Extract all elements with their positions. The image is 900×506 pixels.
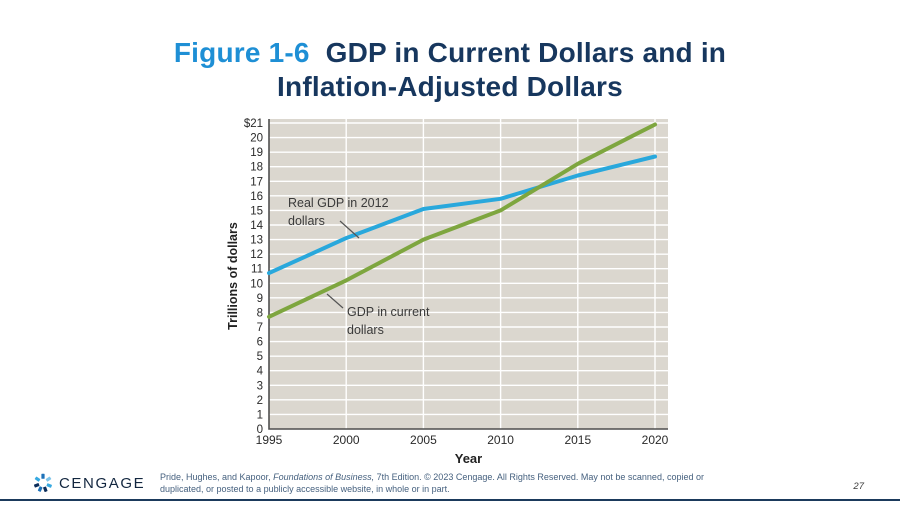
figure-number: Figure 1-6	[173, 37, 310, 68]
slide-title-line2: Inflation-Adjusted Dollars	[277, 71, 623, 102]
annotation-leader-line	[326, 293, 344, 309]
credit-line2: duplicated, or posted to a publicly acce…	[160, 484, 450, 494]
credit-book-title: Foundations of Business,	[273, 472, 375, 482]
y-tick-label: 0	[257, 424, 263, 436]
y-tick-label: 13	[250, 235, 263, 247]
y-tick-label: 7	[257, 322, 263, 334]
slide-title-line1: Figure 1-6 GDP in Current Dollars and in	[0, 36, 900, 70]
copyright-notice: Pride, Hughes, and Kapoor, Foundations o…	[160, 471, 810, 495]
y-tick-label: 8	[257, 307, 263, 319]
series-annotation-label: Real GDP in 2012	[288, 196, 389, 210]
y-tick-label: 14	[250, 220, 263, 232]
cengage-logo-wordmark: CENGAGE	[59, 474, 146, 492]
credit-authors: Pride, Hughes, and Kapoor,	[160, 472, 274, 482]
x-tick-label: 2000	[333, 433, 360, 447]
real-gdp-2012-line	[267, 154, 657, 276]
x-tick-label: 2010	[487, 433, 514, 447]
bottom-divider	[0, 499, 900, 501]
y-tick-label: 11	[251, 264, 263, 276]
y-tick-label: 16	[250, 191, 263, 203]
chart-container: 0 1 2 3 4 5 6 7 8 9 10 11 12 13 14 15 16 17 18 19 20 $21 1995 2…	[225, 108, 685, 476]
axes	[268, 119, 668, 430]
y-tick-label: 17	[250, 176, 263, 188]
y-tick-label: 19	[250, 147, 263, 159]
cengage-logo: CENGAGE	[32, 472, 145, 494]
y-tick-label: 6	[257, 337, 263, 349]
y-tick-label: 9	[257, 293, 263, 305]
page-number: 27	[853, 481, 864, 492]
y-tick-label: 20	[250, 133, 263, 145]
x-tick-label: 2015	[564, 433, 591, 447]
cengage-logo-icon	[33, 473, 52, 493]
x-tick-label: 2005	[410, 433, 437, 447]
y-axis-title: Trillions of dollars	[226, 222, 240, 330]
series-annotation-label: dollars	[347, 323, 384, 337]
slide-title-text: GDP in Current Dollars and in	[325, 37, 727, 68]
y-tick-label: 5	[257, 351, 263, 363]
series-annotation-label: dollars	[288, 214, 325, 228]
y-tick-label: 15	[250, 205, 263, 217]
y-tick-label: 3	[257, 380, 263, 392]
slide-title: Figure 1-6 GDP in Current Dollars and in…	[0, 36, 900, 104]
y-tick-label: 10	[250, 278, 263, 290]
x-tick-label: 2020	[642, 433, 669, 447]
y-tick-label: 2	[257, 395, 263, 407]
x-axis-title: Year	[455, 451, 482, 466]
series-annotation-label: GDP in current	[347, 305, 430, 319]
y-tick-label: 18	[250, 162, 263, 174]
x-tick-label: 1995	[256, 433, 283, 447]
current-gdp-line	[267, 122, 657, 319]
plot-area	[269, 119, 668, 429]
credit-rights: 7th Edition. © 2023 Cengage. All Rights …	[374, 472, 704, 482]
annotation-leader-line	[339, 220, 360, 239]
y-tick-label: 1	[257, 409, 263, 421]
y-tick-label: 4	[257, 366, 264, 378]
y-tick-label: $21	[244, 118, 263, 130]
y-tick-label: 12	[250, 249, 263, 261]
